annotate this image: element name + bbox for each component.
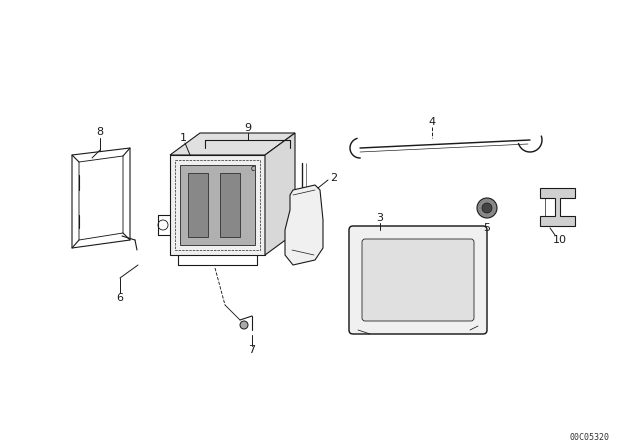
Text: c: c [251, 164, 255, 173]
Text: 5: 5 [483, 223, 490, 233]
Circle shape [477, 198, 497, 218]
FancyBboxPatch shape [362, 239, 474, 321]
Text: 00C05320: 00C05320 [570, 432, 610, 441]
Polygon shape [265, 133, 295, 255]
Text: 8: 8 [97, 127, 104, 137]
FancyBboxPatch shape [349, 226, 487, 334]
Circle shape [482, 203, 492, 213]
Bar [188, 173, 208, 237]
Text: 7: 7 [248, 345, 255, 355]
Polygon shape [170, 133, 295, 155]
Text: 9: 9 [244, 123, 252, 133]
Bar [220, 173, 240, 237]
Polygon shape [180, 165, 255, 245]
Polygon shape [170, 155, 265, 255]
Text: 10: 10 [553, 235, 567, 245]
Polygon shape [285, 185, 323, 265]
Circle shape [240, 321, 248, 329]
Polygon shape [540, 188, 575, 226]
Text: 3: 3 [376, 213, 383, 223]
Text: 6: 6 [116, 293, 124, 303]
Text: 1: 1 [179, 133, 186, 143]
Text: 4: 4 [428, 117, 436, 127]
Text: 2: 2 [330, 173, 337, 183]
